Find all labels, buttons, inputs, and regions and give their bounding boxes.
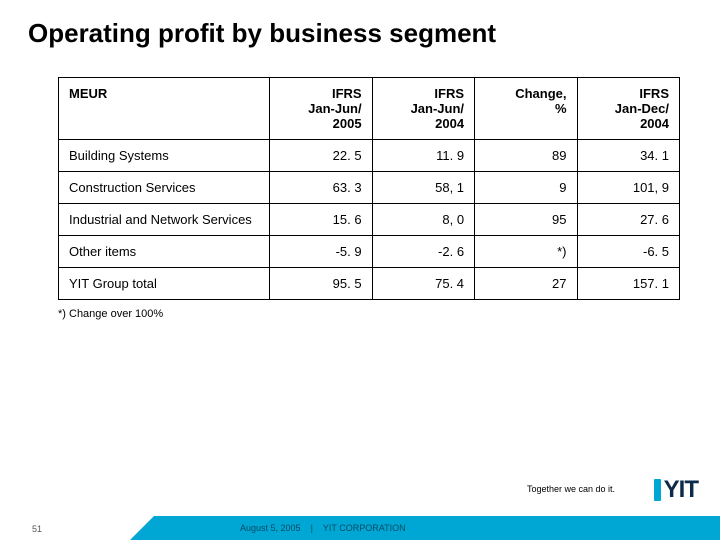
cell-v4: 27. 6 <box>577 204 680 236</box>
footer-date: August 5, 2005 <box>240 523 301 533</box>
col-ifrs-2005: IFRSJan-Jun/2005 <box>270 78 372 140</box>
table-row: Industrial and Network Services15. 68, 0… <box>59 204 680 236</box>
table-row: Other items-5. 9-2. 6*)-6. 5 <box>59 236 680 268</box>
cell-v4: 101, 9 <box>577 172 680 204</box>
cell-v2: 8, 0 <box>372 204 474 236</box>
footer-company: YIT CORPORATION <box>323 523 406 533</box>
cell-v3: *) <box>475 236 577 268</box>
footer-left-cap <box>0 516 130 540</box>
logo-text: YIT <box>664 476 698 504</box>
logo-accent-bar <box>654 479 661 501</box>
cell-v2: 58, 1 <box>372 172 474 204</box>
footnote: *) Change over 100% <box>0 300 720 320</box>
cell-v2: 75. 4 <box>372 268 474 300</box>
table-header-row: MEUR IFRSJan-Jun/2005 IFRSJan-Jun/2004 C… <box>59 78 680 140</box>
cell-v1: 15. 6 <box>270 204 372 236</box>
table-container: MEUR IFRSJan-Jun/2005 IFRSJan-Jun/2004 C… <box>0 59 720 300</box>
cell-v3: 9 <box>475 172 577 204</box>
cell-v3: 89 <box>475 140 577 172</box>
cell-v1: 63. 3 <box>270 172 372 204</box>
row-label: Industrial and Network Services <box>59 204 270 236</box>
cell-v1: -5. 9 <box>270 236 372 268</box>
row-label: YIT Group total <box>59 268 270 300</box>
cell-v4: 157. 1 <box>577 268 680 300</box>
table-row: Construction Services63. 358, 19101, 9 <box>59 172 680 204</box>
tagline: Together we can do it. <box>527 484 615 494</box>
cell-v1: 22. 5 <box>270 140 372 172</box>
col-ifrs-2004h1: IFRSJan-Jun/2004 <box>372 78 474 140</box>
col-ifrs-2004fy: IFRSJan-Dec/2004 <box>577 78 680 140</box>
cell-v4: -6. 5 <box>577 236 680 268</box>
cell-v2: -2. 6 <box>372 236 474 268</box>
cell-v1: 95. 5 <box>270 268 372 300</box>
col-change: Change,% <box>475 78 577 140</box>
table-row: Building Systems22. 511. 98934. 1 <box>59 140 680 172</box>
slide-title: Operating profit by business segment <box>0 0 720 59</box>
row-label: Other items <box>59 236 270 268</box>
cell-v4: 34. 1 <box>577 140 680 172</box>
table-row: YIT Group total95. 575. 427157. 1 <box>59 268 680 300</box>
yit-logo: YIT <box>654 476 698 504</box>
cell-v2: 11. 9 <box>372 140 474 172</box>
row-label: Construction Services <box>59 172 270 204</box>
cell-v3: 27 <box>475 268 577 300</box>
profit-table: MEUR IFRSJan-Jun/2005 IFRSJan-Jun/2004 C… <box>58 77 680 300</box>
cell-v3: 95 <box>475 204 577 236</box>
row-label: Building Systems <box>59 140 270 172</box>
page-number: 51 <box>32 524 42 534</box>
footer-separator: | <box>311 523 313 533</box>
col-meur: MEUR <box>59 78 270 140</box>
